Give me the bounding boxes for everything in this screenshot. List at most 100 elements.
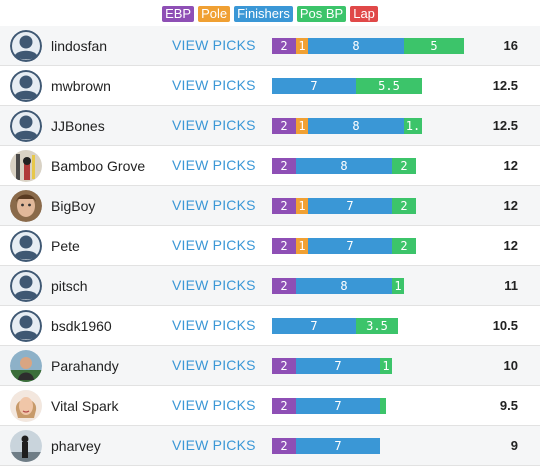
leaderboard-row: Parahandy VIEW PICKS 2 7 1 10 xyxy=(0,346,540,386)
view-picks-link[interactable]: VIEW PICKS xyxy=(172,37,256,53)
view-picks-link[interactable]: VIEW PICKS xyxy=(172,397,256,413)
segment-pos-bp xyxy=(380,398,386,414)
user-avatar-photo[interactable] xyxy=(10,430,42,462)
segment-ebp: 2 xyxy=(272,438,296,454)
leaderboard-row: bsdk1960 VIEW PICKS 7 3.5 10.5 xyxy=(0,306,540,346)
leaderboard-row: Vital Spark VIEW PICKS 2 7 9.5 xyxy=(0,386,540,426)
total-points: 12.5 xyxy=(492,118,518,133)
user-avatar-photo[interactable] xyxy=(10,350,42,382)
leaderboard-row: lindosfan VIEW PICKS 2 1 8 5 16 xyxy=(0,26,540,66)
view-picks-link[interactable]: VIEW PICKS xyxy=(172,237,256,253)
leaderboard-list: lindosfan VIEW PICKS 2 1 8 5 16 mwbrown VIEW PIC… xyxy=(0,26,540,466)
total-points: 9.5 xyxy=(499,398,518,413)
segment-ebp: 2 xyxy=(272,198,296,214)
view-picks-link[interactable]: VIEW PICKS xyxy=(172,437,256,453)
segment-finishers: 8 xyxy=(308,38,404,54)
legend-item-lap: Lap xyxy=(350,6,378,22)
segment-pole: 1 xyxy=(296,118,308,134)
segment-ebp: 2 xyxy=(272,238,296,254)
segment-finishers: 8 xyxy=(296,278,392,294)
segment-pos-bp: 1. xyxy=(404,118,422,134)
player-name: pitsch xyxy=(51,278,88,294)
total-points: 12 xyxy=(503,238,518,253)
view-picks-link[interactable]: VIEW PICKS xyxy=(172,157,256,173)
view-picks-link[interactable]: VIEW PICKS xyxy=(172,357,256,373)
player-name: Vital Spark xyxy=(51,398,119,414)
view-picks-link[interactable]: VIEW PICKS xyxy=(172,117,256,133)
player-name: Bamboo Grove xyxy=(51,158,146,174)
total-points: 11 xyxy=(504,278,518,293)
segment-pos-bp: 1 xyxy=(380,358,392,374)
default-avatar-icon[interactable] xyxy=(10,270,42,302)
player-name: Parahandy xyxy=(51,358,119,374)
view-picks-link[interactable]: VIEW PICKS xyxy=(172,77,256,93)
total-points: 12.5 xyxy=(492,78,518,93)
leaderboard-row: JJBones VIEW PICKS 2 1 8 1. 12.5 xyxy=(0,106,540,146)
segment-pole: 1 xyxy=(296,38,308,54)
total-points: 9 xyxy=(510,438,518,453)
points-legend: EBP Pole Finishers Pos BP Lap xyxy=(0,0,540,26)
segment-finishers: 8 xyxy=(308,118,404,134)
segment-pole: 1 xyxy=(296,198,308,214)
view-picks-link[interactable]: VIEW PICKS xyxy=(172,317,256,333)
default-avatar-icon[interactable] xyxy=(10,110,42,142)
segment-finishers: 7 xyxy=(296,398,380,414)
segment-pos-bp: 2 xyxy=(392,238,416,254)
player-name: bsdk1960 xyxy=(51,318,112,334)
segment-finishers: 7 xyxy=(296,438,380,454)
view-picks-link[interactable]: VIEW PICKS xyxy=(172,197,256,213)
segment-ebp: 2 xyxy=(272,118,296,134)
player-name: pharvey xyxy=(51,438,101,454)
leaderboard-row: pharvey VIEW PICKS 2 7 9 xyxy=(0,426,540,466)
user-avatar-photo[interactable] xyxy=(10,390,42,422)
segment-ebp: 2 xyxy=(272,398,296,414)
player-name: mwbrown xyxy=(51,78,111,94)
legend-item-pos-bp: Pos BP xyxy=(296,6,347,22)
leaderboard-row: Bamboo Grove VIEW PICKS 2 8 2 12 xyxy=(0,146,540,186)
segment-pole: 1 xyxy=(296,238,308,254)
segment-pos-bp: 5.5 xyxy=(356,78,422,94)
points-breakdown-bar: 7 3.5 xyxy=(272,318,398,334)
segment-finishers: 8 xyxy=(296,158,392,174)
segment-finishers: 7 xyxy=(272,78,356,94)
leaderboard-row: BigBoy VIEW PICKS 2 1 7 2 12 xyxy=(0,186,540,226)
points-breakdown-bar: 7 5.5 xyxy=(272,78,422,94)
segment-ebp: 2 xyxy=(272,38,296,54)
leaderboard-row: pitsch VIEW PICKS 2 8 1 11 xyxy=(0,266,540,306)
legend-item-finishers: Finishers xyxy=(234,6,293,22)
leaderboard-row: Pete VIEW PICKS 2 1 7 2 12 xyxy=(0,226,540,266)
player-name: BigBoy xyxy=(51,198,96,214)
default-avatar-icon[interactable] xyxy=(10,70,42,102)
total-points: 12 xyxy=(503,198,518,213)
segment-ebp: 2 xyxy=(272,358,296,374)
segment-ebp: 2 xyxy=(272,158,296,174)
view-picks-link[interactable]: VIEW PICKS xyxy=(172,277,256,293)
total-points: 10 xyxy=(503,358,518,373)
legend-item-pole: Pole xyxy=(198,6,231,22)
segment-pos-bp: 1 xyxy=(392,278,404,294)
total-points: 10.5 xyxy=(492,318,518,333)
default-avatar-icon[interactable] xyxy=(10,30,42,62)
default-avatar-icon[interactable] xyxy=(10,230,42,262)
legend-item-ebp: EBP xyxy=(162,6,195,22)
user-avatar-photo[interactable] xyxy=(10,190,42,222)
points-breakdown-bar: 2 1 8 1. xyxy=(272,118,422,134)
segment-pos-bp: 3.5 xyxy=(356,318,398,334)
player-name: lindosfan xyxy=(51,38,108,54)
segment-finishers: 7 xyxy=(308,198,392,214)
player-name: JJBones xyxy=(51,118,105,134)
total-points: 12 xyxy=(503,158,518,173)
default-avatar-icon[interactable] xyxy=(10,310,42,342)
segment-finishers: 7 xyxy=(308,238,392,254)
segment-pos-bp: 5 xyxy=(404,38,464,54)
segment-finishers: 7 xyxy=(296,358,380,374)
user-avatar-photo[interactable] xyxy=(10,150,42,182)
segment-finishers: 7 xyxy=(272,318,356,334)
